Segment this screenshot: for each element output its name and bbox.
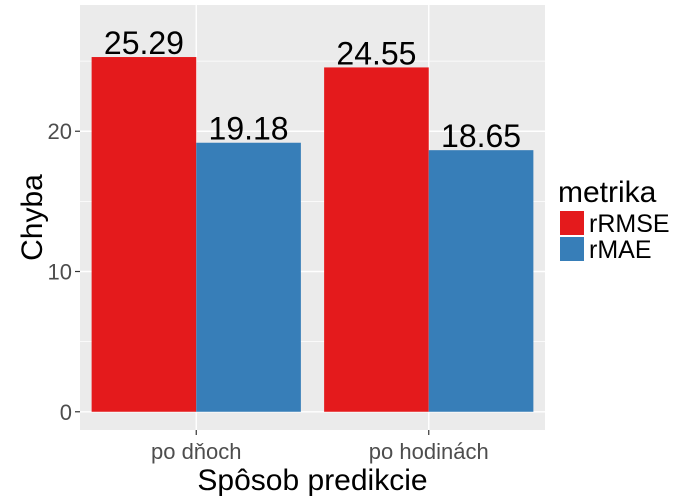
bars xyxy=(91,57,534,412)
bar-rMAE-1 xyxy=(196,142,301,412)
bar-rRMSE-1 xyxy=(91,57,197,412)
bar-rMAE-2 xyxy=(428,150,534,412)
data-label: 19.18 xyxy=(209,111,289,147)
legend-label: rRMSE xyxy=(589,210,670,238)
legend-key-rMAE xyxy=(560,237,584,261)
x-axis-ticks: po dňoch po hodinách xyxy=(151,430,489,464)
data-label: 25.29 xyxy=(104,25,184,61)
x-tick-label: po hodinách xyxy=(369,439,489,464)
x-axis-title: Spôsob predikcie xyxy=(197,464,427,497)
data-labels: 25.29 19.18 24.55 18.65 xyxy=(104,25,521,154)
y-tick-label: 10 xyxy=(48,260,72,285)
bar-rRMSE-2 xyxy=(324,67,429,412)
y-tick-label: 0 xyxy=(60,400,72,425)
legend-label: rMAE xyxy=(589,236,652,264)
y-tick-label: 20 xyxy=(48,119,72,144)
data-label: 18.65 xyxy=(441,118,521,154)
legend-title: metrika xyxy=(558,176,657,209)
x-tick-label: po dňoch xyxy=(151,439,242,464)
legend-key-rRMSE xyxy=(560,211,584,235)
y-axis-ticks: 0 10 20 xyxy=(48,119,80,425)
data-label: 24.55 xyxy=(336,35,416,71)
y-axis-title: Chyba xyxy=(16,174,49,261)
